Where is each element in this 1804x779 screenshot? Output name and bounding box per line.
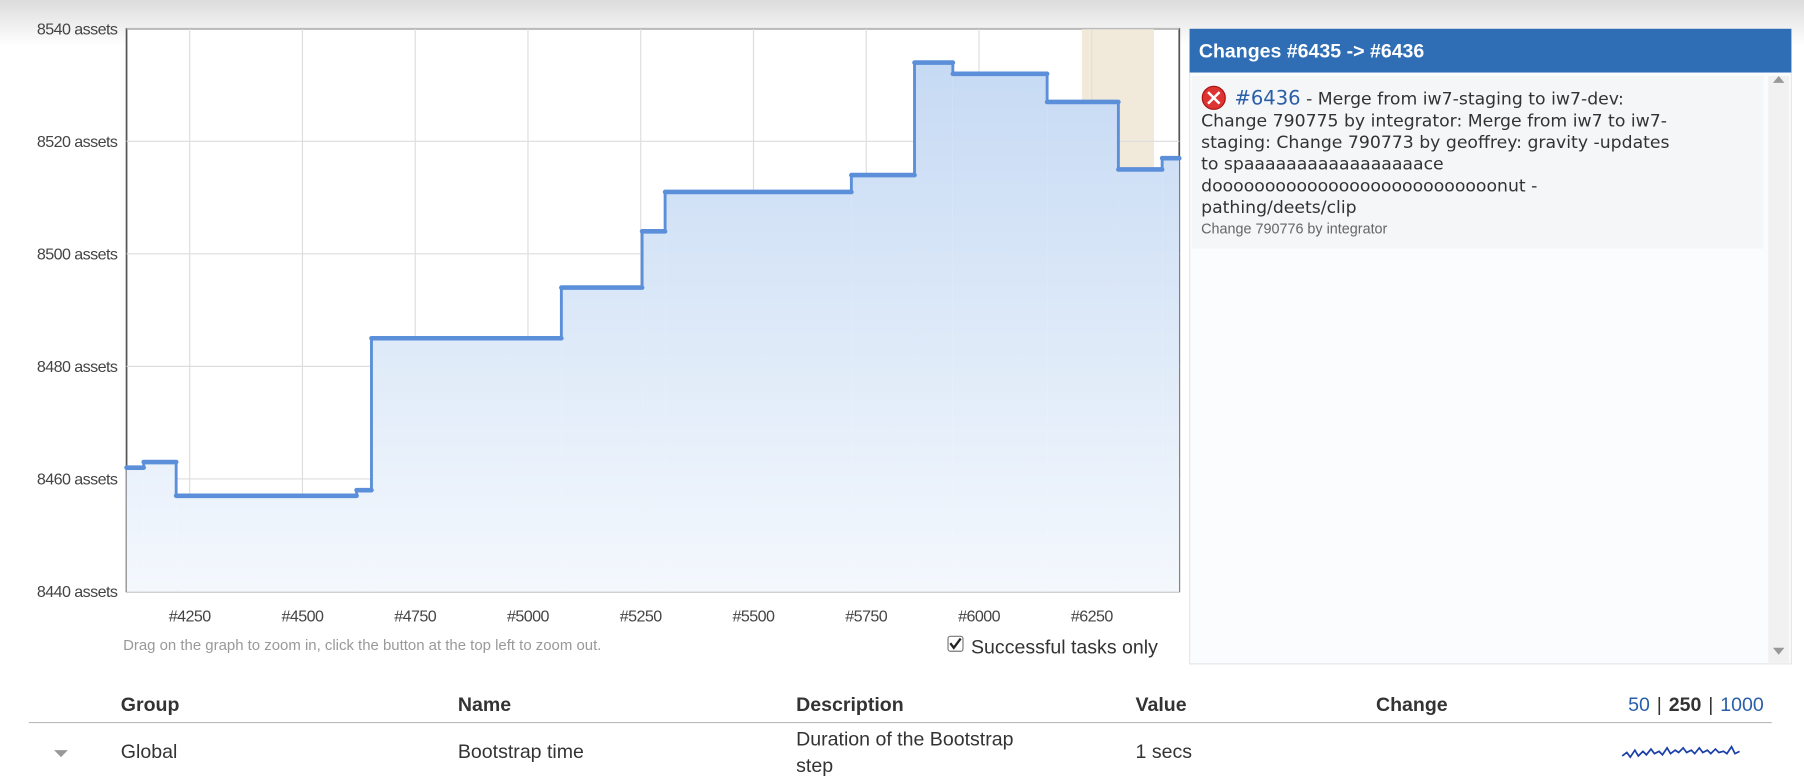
area-segment [176,495,357,592]
hint: Drag on the graph to zoom in, click the … [123,637,601,654]
plot: 8440 assets 8460 assets 8480 assets 8500 as… [37,21,1182,625]
row-toggle[interactable] [54,750,68,758]
area-segment [561,287,643,592]
column-header: Name [458,694,511,716]
cell-group: Global [121,741,178,763]
entry-footnote: Change 790776 by integrator [1201,222,1387,238]
entry-line: pathing/deets/clip [1201,198,1356,218]
change-entry [1191,75,1764,249]
y-tick-label: 8440 assets [37,583,118,601]
area-segment [851,175,915,592]
page-size[interactable]: 50 [1628,694,1650,716]
y-tick-label: 8500 assets [37,246,118,264]
area-segment [1162,158,1180,592]
y-tick-label: 8520 assets [37,133,118,151]
area-segment [642,231,666,592]
entry-line: staging: Change 790773 by geoffrey: grav… [1201,133,1669,153]
area-segment [914,62,953,592]
cell-value: 1 secs [1136,741,1193,763]
sparkline [1621,745,1740,759]
x-tick-label: #6250 [1071,607,1114,625]
entry-line: Change 790775 by integrator: Merge from … [1201,111,1667,131]
area-segment [1047,101,1119,592]
area-segment [356,490,372,592]
entry-line: to spaaaaaaaaaaaaaaaaace [1201,155,1444,175]
entry-text: #6436 - Merge from iw7-staging to iw7-de… [1201,87,1669,238]
page-size[interactable]: 1000 [1720,694,1764,716]
cell-description: Duration of the Bootstrap [796,729,1013,751]
column-header: Change [1376,694,1448,716]
page-size[interactable]: 250 [1669,694,1702,716]
y-tick-label: 8480 assets [37,358,118,376]
area-segment [1118,169,1163,592]
cell-name[interactable]: Bootstrap time [458,741,584,763]
y-tick-label: 8540 assets [37,21,118,39]
x-tick-label: #4750 [394,607,437,625]
check-mark [949,637,962,650]
x-tick-label: #6000 [958,607,1001,625]
fail-icon-x [1207,91,1221,105]
x-tick-label: #5750 [845,607,888,625]
x-tick-label: #5000 [507,607,550,625]
cell-description: step [796,755,833,777]
y-tick-label: 8460 assets [37,471,118,489]
change-link[interactable]: #6436 [1234,87,1300,110]
x-tick-label: #4500 [282,607,325,625]
area-segment [143,462,177,592]
x-tick-label: #5250 [620,607,663,625]
area-segment [952,73,1048,592]
column-header: Group [121,694,180,716]
separator: | [1708,694,1713,716]
column-header: Value [1136,694,1187,716]
panel-header [1189,28,1792,73]
table: Group Name Description Value Change 50 | 250 | 10… [121,694,1764,777]
column-header: Description [796,694,904,716]
panel-title: Changes #6435 -> #6436 [1199,41,1425,63]
area-segment [665,191,852,592]
entry-line: #6436 - Merge from iw7-staging to iw7-de… [1234,87,1623,110]
x-tick-label: #5500 [733,607,776,625]
separator: | [1657,694,1662,716]
scrollbar[interactable] [1768,75,1790,663]
entry-line: dooooooooooooooooooooooooooonut - [1201,176,1537,196]
area-segment [126,467,144,592]
pagination: 50 | 250 | 1000 [1628,694,1764,716]
x-tick-label: #4250 [169,607,212,625]
entry-text: - Merge from iw7-staging to iw7-dev: [1301,90,1624,110]
area-segment [371,338,562,592]
checkbox-label[interactable]: Successful tasks only [971,637,1158,659]
